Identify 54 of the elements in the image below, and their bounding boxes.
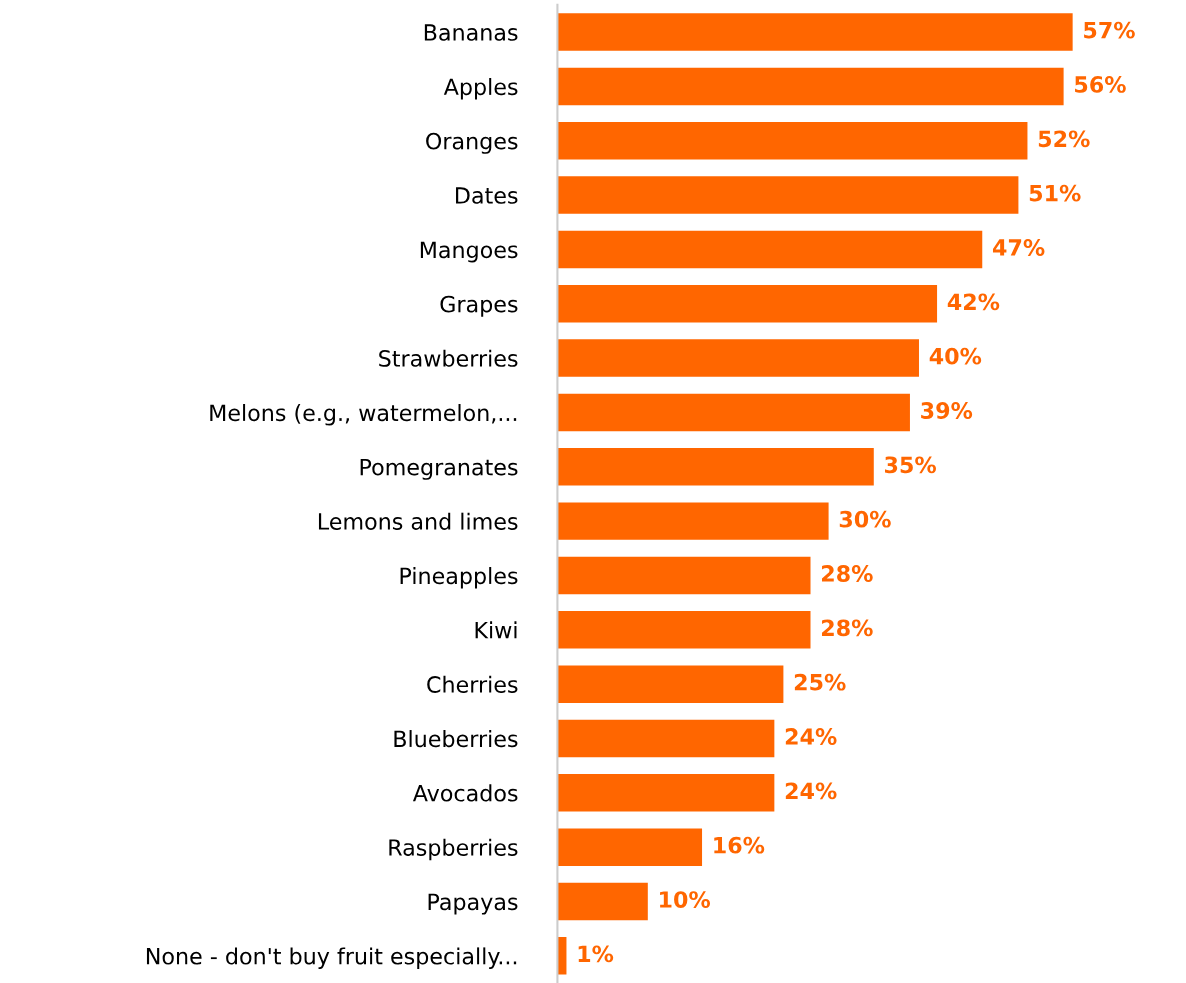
- data-label: 10%: [660, 891, 711, 908]
- data-label: 52%: [1038, 130, 1090, 148]
- y-tick-label: Papayas: [428, 893, 518, 915]
- data-label: 47%: [992, 239, 1045, 256]
- y-tick-label: Pineapples: [400, 567, 518, 589]
- data-label: 51%: [1029, 184, 1081, 202]
- data-label: 28%: [821, 619, 873, 637]
- bar: [557, 230, 983, 269]
- y-tick-label: Grapes: [440, 295, 518, 317]
- data-label: 42%: [947, 293, 1000, 311]
- y-tick-label: Oranges: [426, 132, 518, 154]
- bar: [557, 937, 567, 975]
- data-label: 30%: [839, 510, 891, 528]
- y-tick-label: Bananas: [424, 24, 518, 41]
- bar: [557, 122, 1028, 160]
- bar: [557, 882, 648, 921]
- bar: [557, 611, 811, 649]
- data-label: 35%: [885, 456, 936, 474]
- bar: [557, 556, 811, 595]
- bar: [557, 339, 919, 377]
- y-tick-label: Mangoes: [420, 241, 518, 263]
- bar: [557, 285, 938, 323]
- y-tick-label: Blueberries: [394, 730, 518, 748]
- data-label: 25%: [794, 673, 846, 691]
- bar: [557, 719, 775, 758]
- bar: [557, 393, 910, 432]
- bar: [557, 828, 703, 866]
- y-tick-label: Apples: [443, 77, 518, 100]
- bar: [557, 774, 775, 812]
- y-tick-label: Melons (e.g., watermelon,...: [210, 404, 517, 426]
- bar: [557, 665, 784, 703]
- y-tick-label: Lemons and limes: [318, 512, 518, 530]
- data-label: 24%: [785, 782, 837, 800]
- y-tick-label: None - don't buy fruit especially...: [146, 947, 517, 969]
- data-label: 57%: [1084, 21, 1135, 39]
- y-tick-label: Pomegranates: [360, 459, 518, 480]
- data-label: 39%: [921, 402, 973, 419]
- data-label: 56%: [1075, 76, 1126, 93]
- data-label: 28%: [821, 565, 873, 582]
- y-tick-label: Strawberries: [379, 349, 518, 367]
- data-label: 16%: [714, 836, 765, 854]
- y-tick-label: Cherries: [427, 675, 518, 693]
- y-tick-label: Dates: [456, 187, 518, 204]
- y-tick-label: Raspberries: [389, 838, 518, 861]
- y-tick-label: Avocados: [412, 784, 518, 802]
- data-label: 1%: [578, 945, 614, 963]
- bar: [557, 13, 1073, 51]
- bar: [557, 502, 829, 540]
- y-tick-label: Kiwi: [475, 621, 517, 639]
- data-label: 24%: [785, 728, 837, 745]
- bar: [557, 448, 874, 486]
- bar: [557, 176, 1019, 214]
- data-label: 40%: [929, 347, 982, 365]
- bar: [557, 67, 1064, 106]
